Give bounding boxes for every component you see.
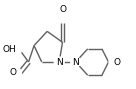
Circle shape (109, 57, 119, 67)
Text: O: O (59, 5, 66, 14)
Text: O: O (10, 68, 16, 77)
Text: O: O (114, 57, 121, 66)
Text: N: N (72, 57, 79, 66)
Text: OH: OH (3, 45, 16, 54)
Circle shape (12, 68, 21, 78)
Text: N: N (56, 57, 63, 66)
Circle shape (54, 57, 64, 67)
Circle shape (71, 57, 81, 67)
Circle shape (12, 45, 21, 55)
Circle shape (58, 9, 67, 19)
